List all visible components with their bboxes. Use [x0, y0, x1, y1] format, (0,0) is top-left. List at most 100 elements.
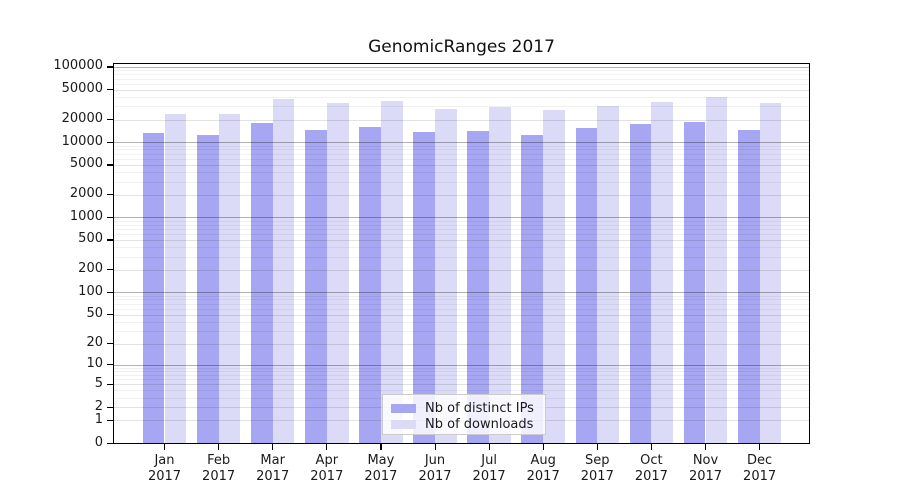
legend-label: Nb of distinct IPs [425, 400, 534, 416]
x-axis-label-nov: Nov 2017 [676, 453, 736, 485]
bar-dec-downloads [759, 103, 782, 443]
bar-feb-distinct-ips [196, 134, 219, 443]
x-axis-label-year: 2017 [147, 469, 182, 484]
gridline-minor [114, 149, 809, 151]
gridline-minor [114, 70, 809, 72]
y-axis-tick [107, 119, 113, 121]
bar-mar-distinct-ips [250, 123, 273, 443]
legend-label: Nb of downloads [425, 416, 534, 432]
y-axis-label: 5000 [69, 156, 103, 172]
x-axis-tick [218, 444, 220, 450]
bar-nov-distinct-ips [683, 122, 706, 443]
x-axis-tick [488, 444, 490, 450]
x-axis-label-month: Oct [640, 453, 663, 468]
gridline [114, 66, 809, 68]
x-axis-label-month: Apr [315, 453, 339, 468]
y-axis-tick [107, 66, 113, 68]
x-axis-label-month: Jan [154, 453, 175, 468]
x-axis-label-month: Aug [530, 453, 556, 468]
x-axis-tick [705, 444, 707, 450]
y-axis-tick [107, 343, 113, 345]
plot-area: Nb of distinct IPs Nb of downloads [113, 63, 810, 444]
x-axis-label-year: 2017 [364, 469, 398, 484]
gridline-minor [114, 321, 809, 323]
x-axis-tick [272, 444, 274, 450]
bar-sep-distinct-ips [575, 127, 598, 443]
gridline-minor [114, 295, 809, 297]
gridline-minor [114, 78, 809, 80]
y-axis-tick [107, 141, 113, 143]
x-axis-label-may: May 2017 [351, 453, 411, 485]
y-axis-tick [107, 89, 113, 91]
legend-item: Nb of downloads [391, 416, 545, 432]
x-axis-label-jan: Jan 2017 [135, 453, 195, 485]
bar-jul-downloads [489, 107, 511, 443]
x-axis-tick [650, 444, 653, 450]
bar-feb-downloads [218, 113, 241, 443]
x-axis-label-jun: Jun 2017 [405, 453, 465, 485]
gridline-minor [114, 379, 809, 381]
x-axis-tick [596, 444, 598, 450]
y-axis-tick [107, 364, 113, 366]
bar-apr-downloads [326, 102, 349, 443]
gridline [114, 164, 809, 166]
bar-dec-distinct-ips [737, 130, 760, 443]
x-axis-label-year: 2017 [526, 469, 560, 484]
bar-jul-distinct-ips [467, 130, 490, 443]
x-axis-tick [380, 444, 382, 450]
gridline [114, 384, 809, 386]
gridline-minor [114, 224, 809, 226]
gridline-minor [114, 106, 809, 108]
gridline-minor [114, 308, 809, 310]
x-axis-label-feb: Feb 2017 [189, 453, 249, 485]
x-axis-label-month: Feb [207, 453, 231, 468]
y-axis-tick [107, 164, 113, 166]
gridline-minor [114, 220, 809, 222]
y-axis-label: 2 [94, 398, 103, 414]
gridline-minor [114, 303, 809, 305]
bar-aug-distinct-ips [521, 135, 544, 443]
bar-oct-distinct-ips [629, 123, 652, 443]
x-axis-label-month: Dec [747, 453, 773, 468]
y-axis-label: 10000 [61, 133, 103, 149]
x-axis-label-year: 2017 [418, 469, 452, 484]
x-axis-label-year: 2017 [688, 469, 723, 484]
gridline [114, 239, 809, 241]
x-axis-label-month: Sep [585, 453, 610, 468]
x-axis-tick [542, 444, 544, 450]
gridline [114, 142, 809, 144]
y-axis-label: 10 [86, 356, 103, 372]
gridline [114, 89, 809, 91]
bar-nov-downloads [705, 96, 728, 443]
y-axis-label: 5 [94, 375, 103, 391]
x-axis-label-month: Jun [424, 453, 446, 468]
chart-title: GenomicRanges 2017 [368, 37, 555, 57]
bar-oct-downloads [651, 101, 674, 443]
y-axis-tick [107, 194, 113, 196]
y-axis-label: 20000 [61, 111, 103, 127]
gridline-minor [114, 153, 809, 155]
x-axis-tick [164, 444, 166, 450]
gridline-minor [114, 299, 809, 301]
y-axis-label: 2000 [69, 186, 103, 202]
y-axis-tick [107, 314, 113, 316]
gridline-minor [114, 256, 809, 258]
gridline [114, 217, 809, 219]
bar-may-distinct-ips [359, 126, 381, 443]
gridline-minor [114, 330, 809, 332]
gridline [114, 364, 809, 366]
legend-swatch-downloads [391, 419, 416, 429]
y-axis-tick [107, 406, 113, 408]
y-axis-label: 100 [78, 283, 103, 299]
y-axis-label: 1 [94, 411, 103, 427]
y-axis-tick [107, 291, 113, 293]
legend-swatch-distinct-ips [391, 403, 416, 413]
legend: Nb of distinct IPs Nb of downloads [382, 394, 546, 435]
gridline [114, 314, 809, 316]
y-axis-tick [107, 383, 113, 386]
y-axis-label: 100000 [53, 58, 103, 74]
x-axis-tick [759, 444, 761, 450]
bar-jun-distinct-ips [413, 132, 435, 443]
gridline-minor [114, 367, 809, 369]
x-axis-label-jul: Jul 2017 [459, 453, 519, 485]
